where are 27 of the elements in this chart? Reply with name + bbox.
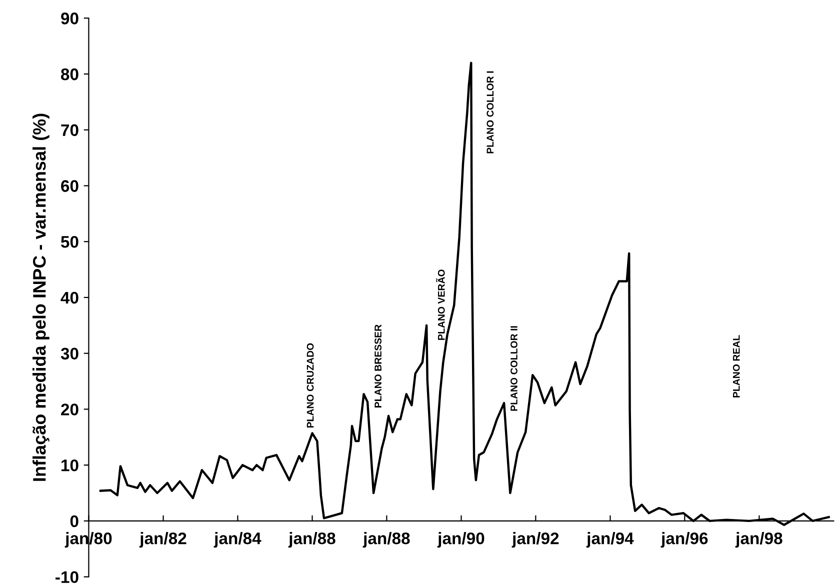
y-tick-label: 60 [61,180,78,192]
x-tick-label: jan/90 [437,532,484,548]
x-tick-label: jan/88 [288,532,336,548]
x-tick-label: jan/84 [214,532,262,548]
y-tick-label: 0 [70,515,78,528]
x-tick-label: jan/94 [586,532,634,548]
x-tick-label: jan/96 [660,532,708,548]
annotation: PLANO CRUZADO [306,343,314,428]
y-axis-title: Inflação medida pelo INPC - var.mensal (%) [32,114,50,481]
y-tick-label: 70 [61,124,78,136]
x-tick-label: jan/98 [735,532,782,548]
annotation: PLANO COLLOR I [486,71,494,154]
x-tick-label: jan/82 [139,532,186,548]
y-tick-label: 30 [60,348,78,360]
y-tick-label: 10 [62,459,78,472]
y-tick-label: 50 [60,236,78,248]
annotation: PLANO COLLOR II [510,326,518,411]
y-tick-label: 90 [61,12,78,24]
y-tick-label: 20 [61,404,78,416]
annotation: PLANO REAL [732,335,740,398]
y-tick-label: 80 [60,68,78,80]
annotation: PLANO BRESSER [374,324,382,408]
y-tick-label: -10 [56,571,78,584]
x-tick-label: jan/88 [362,532,410,548]
annotation: PLANO VERÃO [436,270,445,340]
y-tick-label: 40 [60,292,78,304]
x-tick-label: jan/92 [512,532,559,548]
